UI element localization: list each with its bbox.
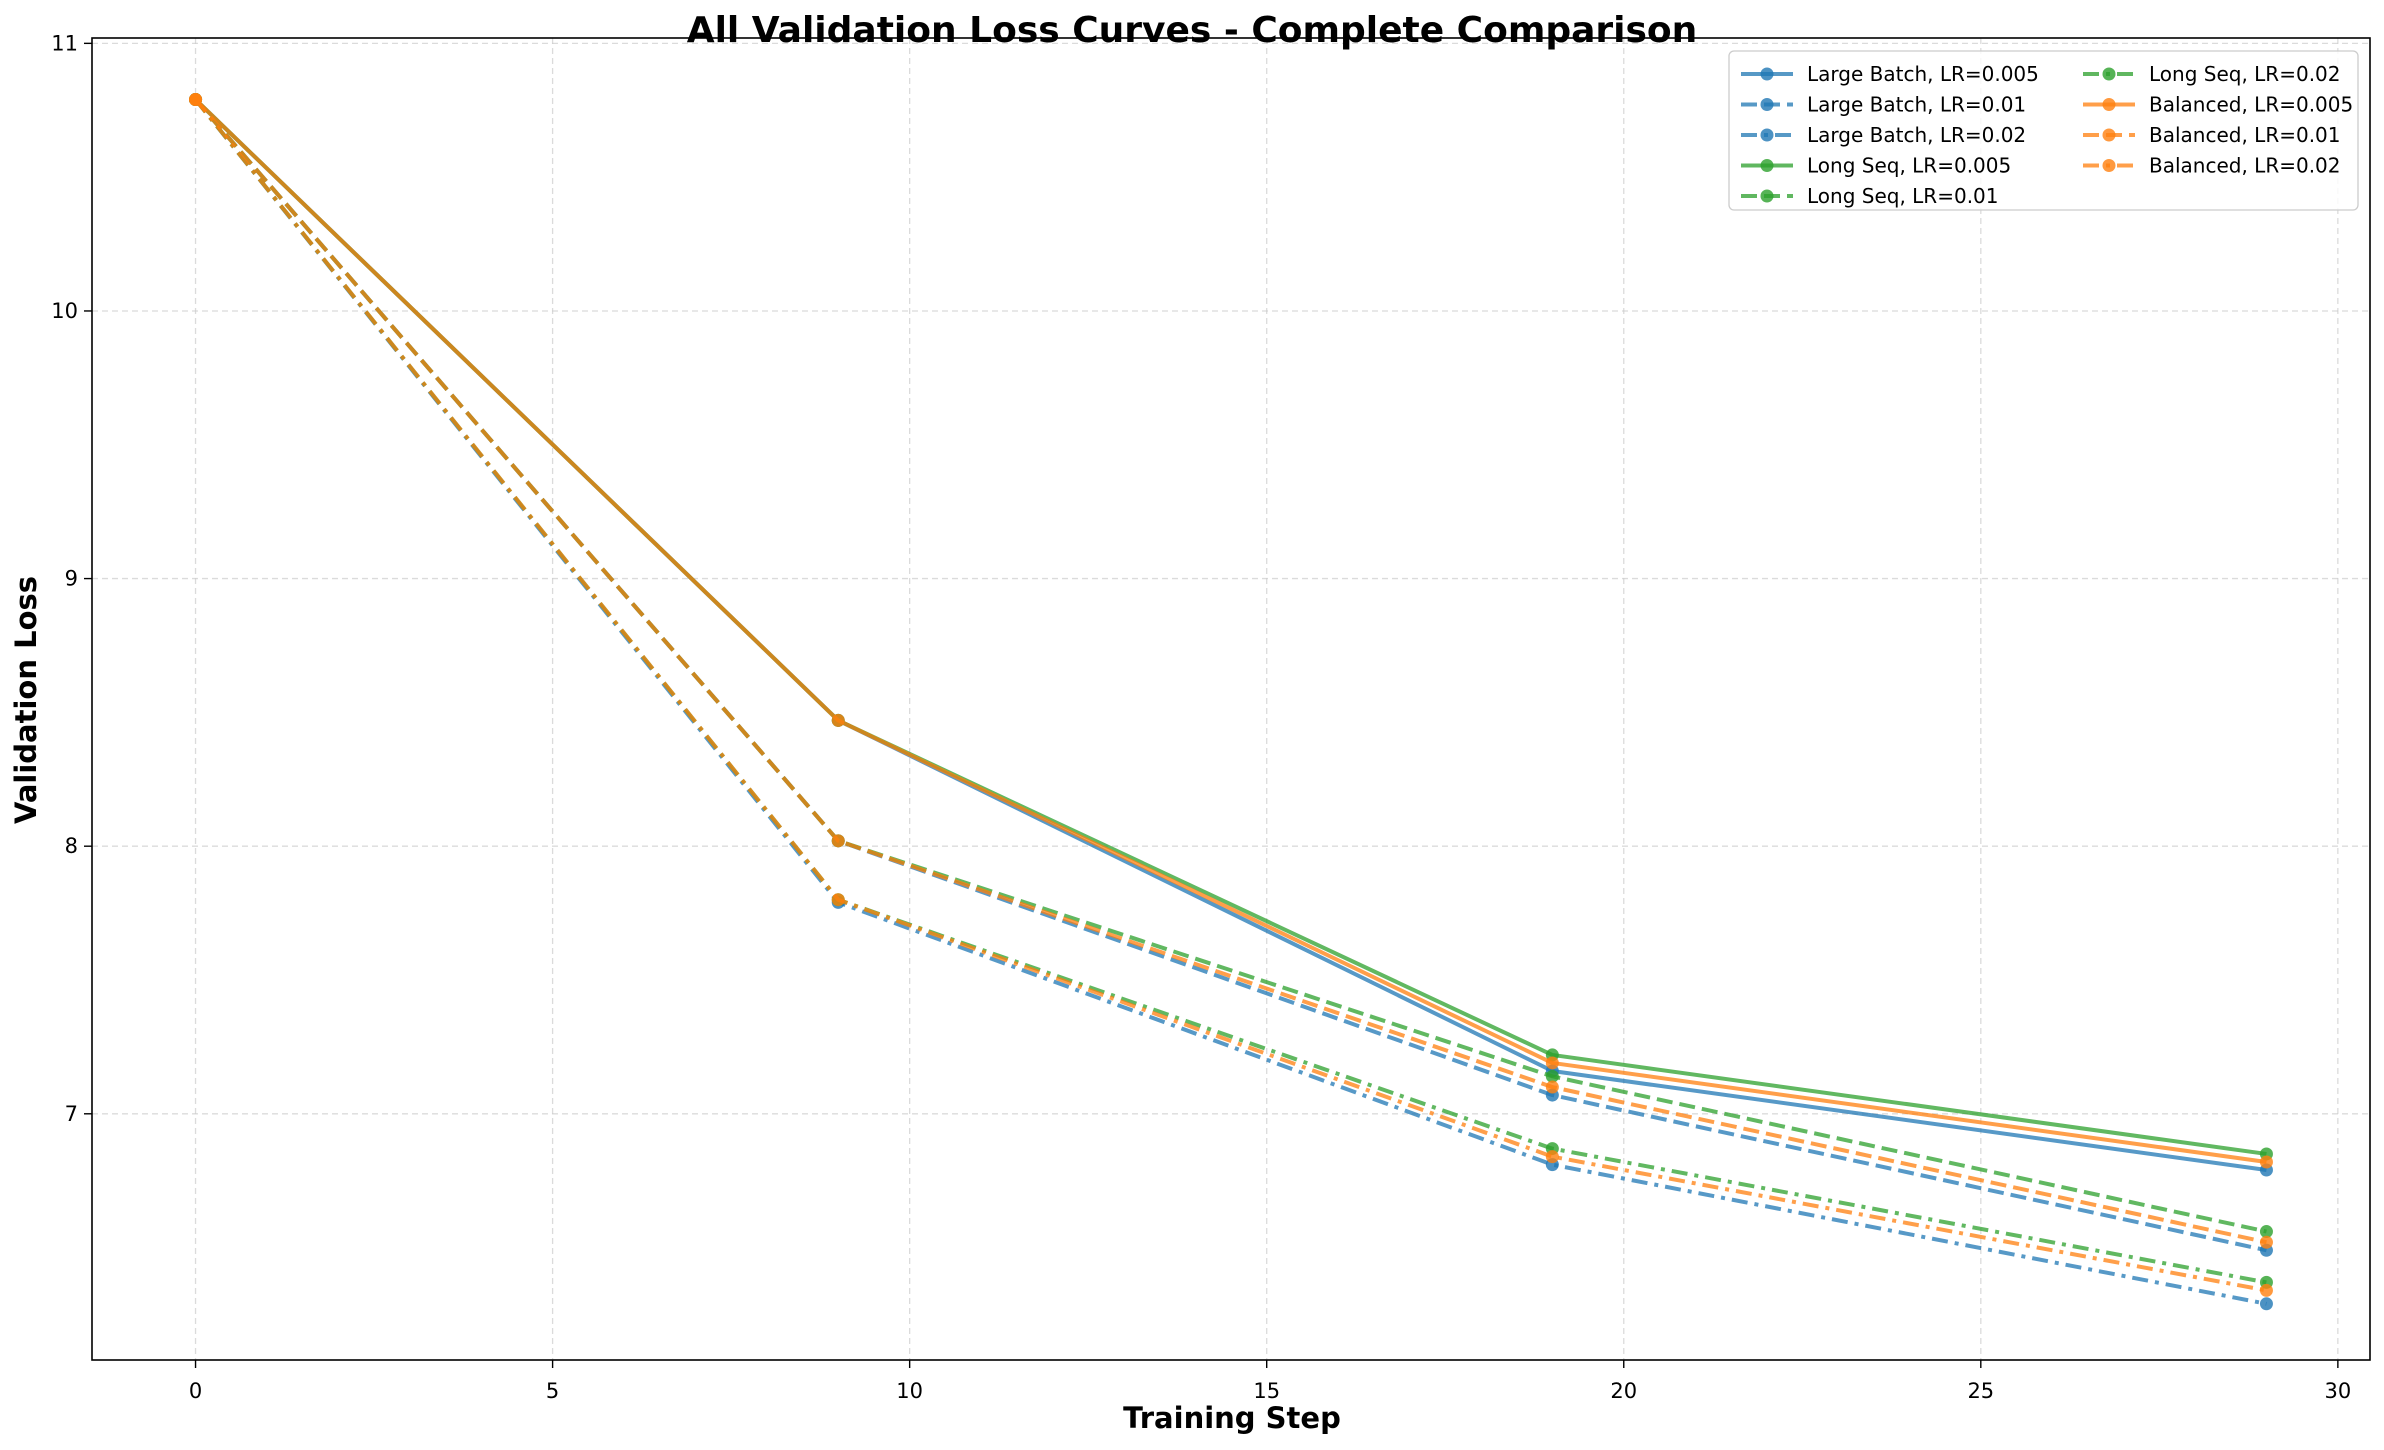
- legend-swatch-marker: [2102, 98, 2116, 111]
- data-point: [831, 834, 845, 848]
- x-tick-label: 10: [896, 1379, 923, 1403]
- legend-label: Long Seq, LR=0.01: [1807, 184, 1999, 208]
- legend-entry: Long Seq, LR=0.005: [1741, 154, 2011, 178]
- legend-swatch-marker: [1760, 128, 1774, 142]
- legend-label: Large Batch, LR=0.005: [1807, 62, 2039, 86]
- series-line: [194, 98, 2267, 1245]
- axis-ticks: 0 5 10 15 20 25 30 7 8 9 10 11: [51, 31, 2351, 1403]
- legend-label: Balanced, LR=0.01: [2149, 123, 2341, 147]
- legend-label: Balanced, LR=0.005: [2149, 93, 2353, 117]
- data-point: [1545, 1056, 1559, 1070]
- series-line: [194, 98, 2267, 1164]
- x-axis-label: Training Step: [1123, 1401, 1341, 1435]
- data-point: [2259, 1155, 2273, 1169]
- legend-label: Large Batch, LR=0.02: [1807, 123, 2026, 147]
- series-9: [189, 93, 2273, 1297]
- legend-entry: Balanced, LR=0.005: [2083, 93, 2353, 117]
- legend-label: Balanced, LR=0.02: [2149, 154, 2341, 178]
- x-tick-label: 15: [1253, 1379, 1280, 1403]
- series-line: [193, 98, 2267, 1293]
- legend-label: Large Batch, LR=0.01: [1807, 93, 2026, 117]
- x-tick-label: 30: [2324, 1379, 2351, 1403]
- data-point: [2259, 1235, 2273, 1249]
- data-point: [1545, 1080, 1559, 1094]
- series-7: [189, 93, 2273, 1169]
- data-point: [1545, 1150, 1559, 1164]
- legend: Large Batch, LR=0.005 Large Batch, LR=0.0…: [1728, 50, 2359, 211]
- legend-swatch-marker: [2102, 67, 2116, 81]
- data-point: [2259, 1283, 2273, 1297]
- x-tick-label: 5: [546, 1379, 559, 1403]
- data-point: [2259, 1297, 2273, 1311]
- data-point: [1545, 1069, 1559, 1083]
- y-tick-label: 9: [65, 567, 78, 591]
- grid: [92, 38, 2370, 1360]
- x-tick-label: 25: [1967, 1379, 1994, 1403]
- legend-label: Long Seq, LR=0.005: [1807, 154, 2011, 178]
- legend-entry: Large Batch, LR=0.02: [1741, 123, 2026, 147]
- x-tick-label: 20: [1610, 1379, 1637, 1403]
- legend-entry: Balanced, LR=0.02: [2083, 154, 2341, 178]
- y-axis-label: Validation Loss: [9, 576, 43, 824]
- y-tick-label: 11: [51, 31, 78, 55]
- y-tick-label: 8: [65, 834, 78, 858]
- data-point: [831, 893, 845, 907]
- series-lines: [189, 93, 2273, 1311]
- legend-swatch-marker: [1760, 67, 1774, 81]
- legend-label: Long Seq, LR=0.02: [2149, 62, 2341, 86]
- legend-entry: Balanced, LR=0.01: [2083, 123, 2341, 147]
- legend-entry: Long Seq, LR=0.02: [2083, 62, 2341, 86]
- legend-box: [1728, 50, 2359, 211]
- x-tick-label: 0: [189, 1379, 202, 1403]
- legend-swatch-marker: [2102, 128, 2116, 142]
- legend-swatch-marker: [2102, 159, 2116, 172]
- legend-swatch-marker: [1760, 159, 1774, 172]
- data-point: [189, 93, 203, 107]
- legend-entry: Long Seq, LR=0.01: [1741, 184, 1999, 208]
- data-point: [2259, 1225, 2273, 1239]
- data-point: [831, 713, 845, 727]
- y-tick-label: 7: [65, 1102, 78, 1126]
- legend-swatch-marker: [1760, 189, 1774, 203]
- y-tick-label: 10: [51, 299, 78, 323]
- chart-title: All Validation Loss Curves - Complete Co…: [687, 10, 1698, 51]
- plot-frame: [91, 37, 2371, 1361]
- legend-swatch-marker: [1760, 98, 1774, 111]
- legend-entry: Large Batch, LR=0.01: [1741, 93, 2026, 117]
- legend-entry: Large Batch, LR=0.005: [1741, 62, 2039, 86]
